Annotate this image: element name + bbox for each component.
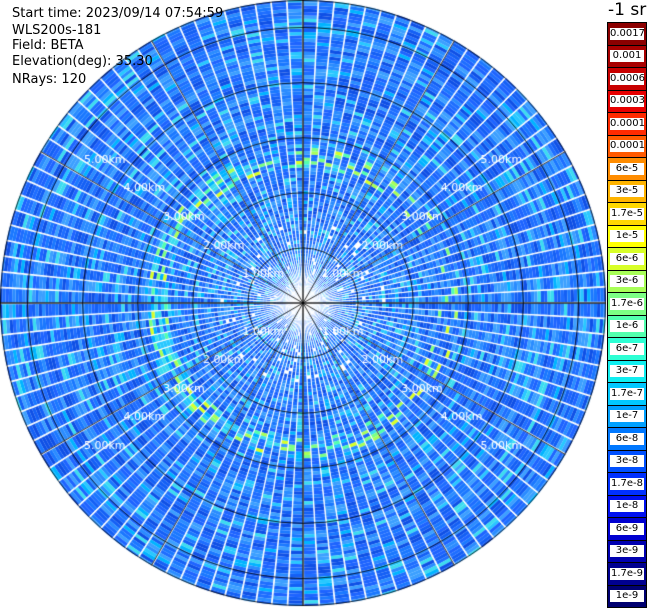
ppi-scan-plot	[0, 0, 607, 607]
colorbar-cell: 1.7e-7	[607, 382, 647, 406]
colorbar-tick-label: 1.7e-6	[610, 298, 644, 310]
colorbar-tick-label: 6e-7	[610, 343, 644, 355]
colorbar-tick-label: 6e-8	[610, 433, 644, 445]
colorbar-cell: 6e-8	[607, 427, 647, 451]
colorbar-tick-label: 6e-6	[610, 253, 644, 265]
colorbar-cell: 1e-5	[607, 225, 647, 249]
colorbar-tick-label: 0.0017	[610, 28, 644, 40]
colorbar-tick-label: 1.7e-7	[610, 388, 644, 400]
colorbar-tick-label: 1e-8	[610, 500, 644, 512]
colorbar-tick-label: 6e-5	[610, 163, 644, 175]
colorbar-cell: 1e-9	[607, 585, 647, 608]
colorbar-tick-label: 3e-8	[610, 455, 644, 467]
colorbar-cell: 0.0003	[607, 90, 647, 114]
colorbar-tick-label: 1e-6	[610, 320, 644, 332]
colorbar-cell: 0.00017	[607, 112, 647, 136]
colorbar-cell: 6e-7	[607, 337, 647, 361]
device-text: WLS200s-181	[12, 23, 101, 38]
colorbar-tick-label: 1e-7	[610, 410, 644, 422]
colorbar-cell: 0.0006	[607, 67, 647, 91]
colorbar-tick-label: 1e-5	[610, 230, 644, 242]
colorbar-cell: 1e-8	[607, 495, 647, 519]
colorbar-cell: 3e-5	[607, 180, 647, 204]
colorbar-tick-label: 0.0006	[610, 73, 644, 85]
colorbar-cell: 1.7e-9	[607, 562, 647, 586]
colorbar-cell: 1.7e-5	[607, 202, 647, 226]
colorbar-cell: 1.7e-8	[607, 472, 647, 496]
colorbar-cell: 6e-6	[607, 247, 647, 271]
colorbar-cell: 1e-7	[607, 405, 647, 429]
colorbar-cell: 3e-9	[607, 540, 647, 564]
colorbar-tick-label: 0.0001	[610, 140, 644, 152]
colorbar-cell: 3e-7	[607, 360, 647, 384]
colorbar-unit: -1 sr	[608, 0, 646, 20]
field-text: Field: BETA	[12, 38, 83, 53]
colorbar-cell: 0.0001	[607, 135, 647, 159]
colorbar-tick-label: 1.7e-8	[610, 478, 644, 490]
colorbar-tick-label: 1e-9	[610, 590, 644, 602]
colorbar-cell: 3e-8	[607, 450, 647, 474]
elevation-text: Elevation(deg): 35.30	[12, 54, 153, 69]
colorbar-tick-label: 0.0003	[610, 95, 644, 107]
colorbar-cell: 3e-6	[607, 270, 647, 294]
colorbar-tick-label: 3e-7	[610, 365, 644, 377]
colorbar-tick-label: 0.001	[610, 50, 644, 62]
colorbar-cell: 6e-5	[607, 157, 647, 181]
colorbar-tick-label: 3e-9	[610, 545, 644, 557]
colorbar-tick-label: 1.7e-5	[610, 208, 644, 220]
colorbar: 0.0017 0.001 0.0006 0.0003 0.00017 0.0001 6e-5…	[607, 22, 647, 607]
colorbar-tick-label: 6e-9	[610, 523, 644, 535]
colorbar-tick-label: 1.7e-9	[610, 568, 644, 580]
colorbar-cell: 0.0017	[607, 22, 647, 46]
colorbar-tick-label: 3e-6	[610, 275, 644, 287]
colorbar-tick-label: 0.00017	[610, 118, 644, 130]
colorbar-cell: 0.001	[607, 45, 647, 69]
start-time-text: Start time: 2023/09/14 07:54:59	[12, 6, 223, 21]
colorbar-tick-label: 3e-5	[610, 185, 644, 197]
nrays-text: NRays: 120	[12, 72, 86, 87]
colorbar-cell: 1e-6	[607, 315, 647, 339]
colorbar-cell: 1.7e-6	[607, 292, 647, 316]
colorbar-cell: 6e-9	[607, 517, 647, 541]
